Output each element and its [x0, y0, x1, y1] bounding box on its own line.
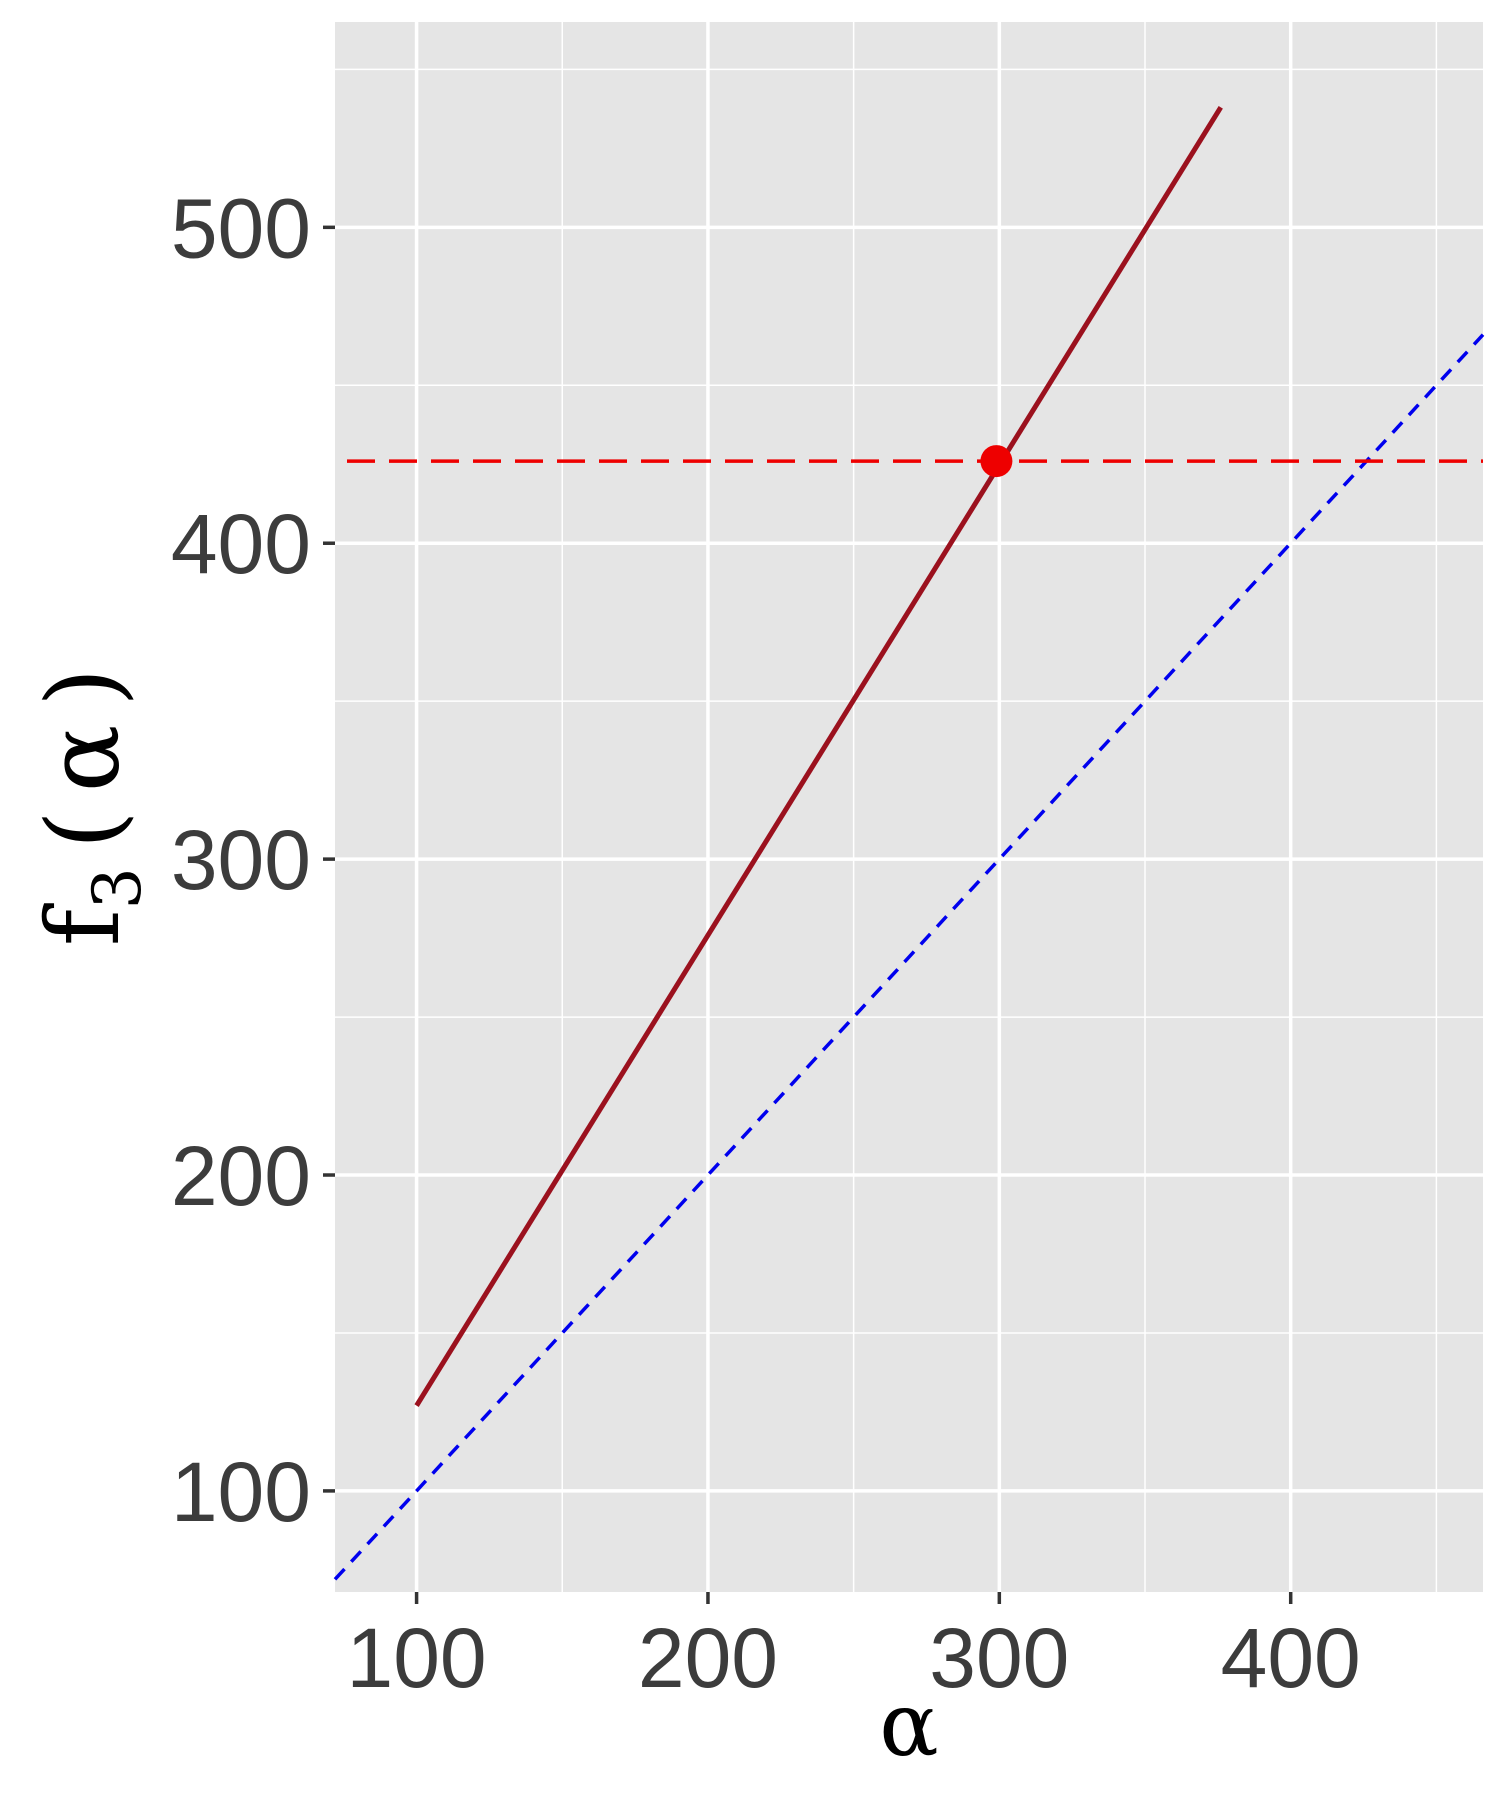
- x-tick-label: 400: [1221, 1611, 1361, 1705]
- y-tick-label: 200: [171, 1129, 311, 1223]
- tick-labels: 100 200 300 400 500 100 200 300 400: [171, 181, 1361, 1705]
- minor-gridlines: [335, 22, 1483, 1592]
- y-tick-label: 500: [171, 181, 311, 275]
- y-axis-title-arg: α: [25, 725, 142, 793]
- panel-background: [335, 22, 1483, 1592]
- x-tick-label: 300: [929, 1611, 1069, 1705]
- y-axis-title-subscript: 3: [79, 867, 156, 909]
- x-axis-title: α: [879, 1673, 938, 1776]
- f3-curve: [414, 105, 1223, 1407]
- y-tick-label: 300: [171, 813, 311, 907]
- y-tick-label: 100: [171, 1445, 311, 1539]
- identity-line: [333, 333, 1485, 1581]
- x-tick-label: 100: [347, 1611, 487, 1705]
- fixed-point-marker: [980, 445, 1013, 478]
- y-axis-title-open-paren: (: [25, 810, 142, 849]
- y-axis-title-close-paren: ): [25, 668, 142, 707]
- series-layer: [333, 105, 1485, 1581]
- y-tick-label: 400: [171, 497, 311, 591]
- y-axis-title-base: f: [25, 902, 142, 946]
- y-axis-title: f3 ( α): [25, 668, 156, 947]
- x-tick-label: 200: [638, 1611, 778, 1705]
- axis-ticks: [323, 225, 1293, 1604]
- major-gridlines: [335, 22, 1483, 1592]
